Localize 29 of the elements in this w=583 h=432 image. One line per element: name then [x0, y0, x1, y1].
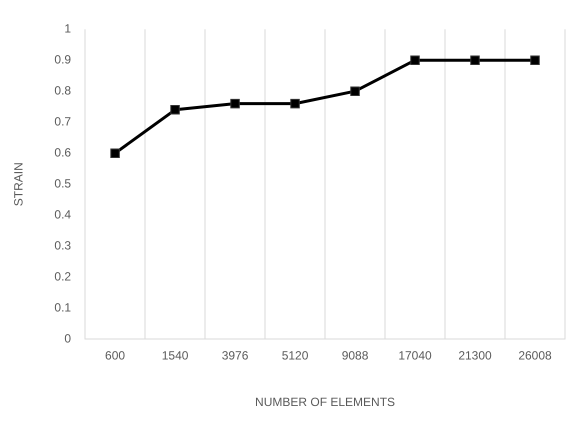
y-tick-label: 0.3: [54, 238, 72, 253]
y-tick-label: 0: [64, 332, 72, 346]
point: [230, 98, 240, 108]
y-tick-label: 0.8: [54, 84, 72, 98]
x-tick-label: 1540: [162, 348, 189, 363]
x-tick-label: 21300: [458, 348, 492, 363]
point: [170, 105, 180, 115]
point: [290, 98, 300, 108]
x-tick-label: 5120: [282, 348, 309, 363]
point: [530, 55, 540, 65]
y-tick-label: 0.1: [54, 300, 72, 315]
x-tick-label: 600: [105, 348, 126, 363]
point: [410, 55, 420, 65]
y-axis-title: STRAIN: [12, 162, 26, 206]
y-tick-label: 0.5: [54, 176, 72, 191]
y-tick-label: 0.4: [54, 208, 72, 222]
point: [350, 86, 360, 96]
y-tick-label: 1: [64, 22, 72, 36]
y-tick-label: 0.9: [54, 52, 72, 67]
point: [110, 148, 120, 158]
x-tick-label: 26008: [518, 348, 552, 363]
y-tick-label: 0.2: [54, 270, 72, 284]
x-tick-label: 3976: [222, 348, 249, 363]
y-tick-label: 0.7: [54, 114, 72, 129]
y-tick-label: 0.6: [54, 146, 72, 160]
x-tick-label: 9088: [342, 348, 369, 363]
x-axis-title: NUMBER OF ELEMENTS: [255, 395, 396, 410]
x-tick-label: 17040: [398, 348, 432, 363]
point: [470, 55, 480, 65]
